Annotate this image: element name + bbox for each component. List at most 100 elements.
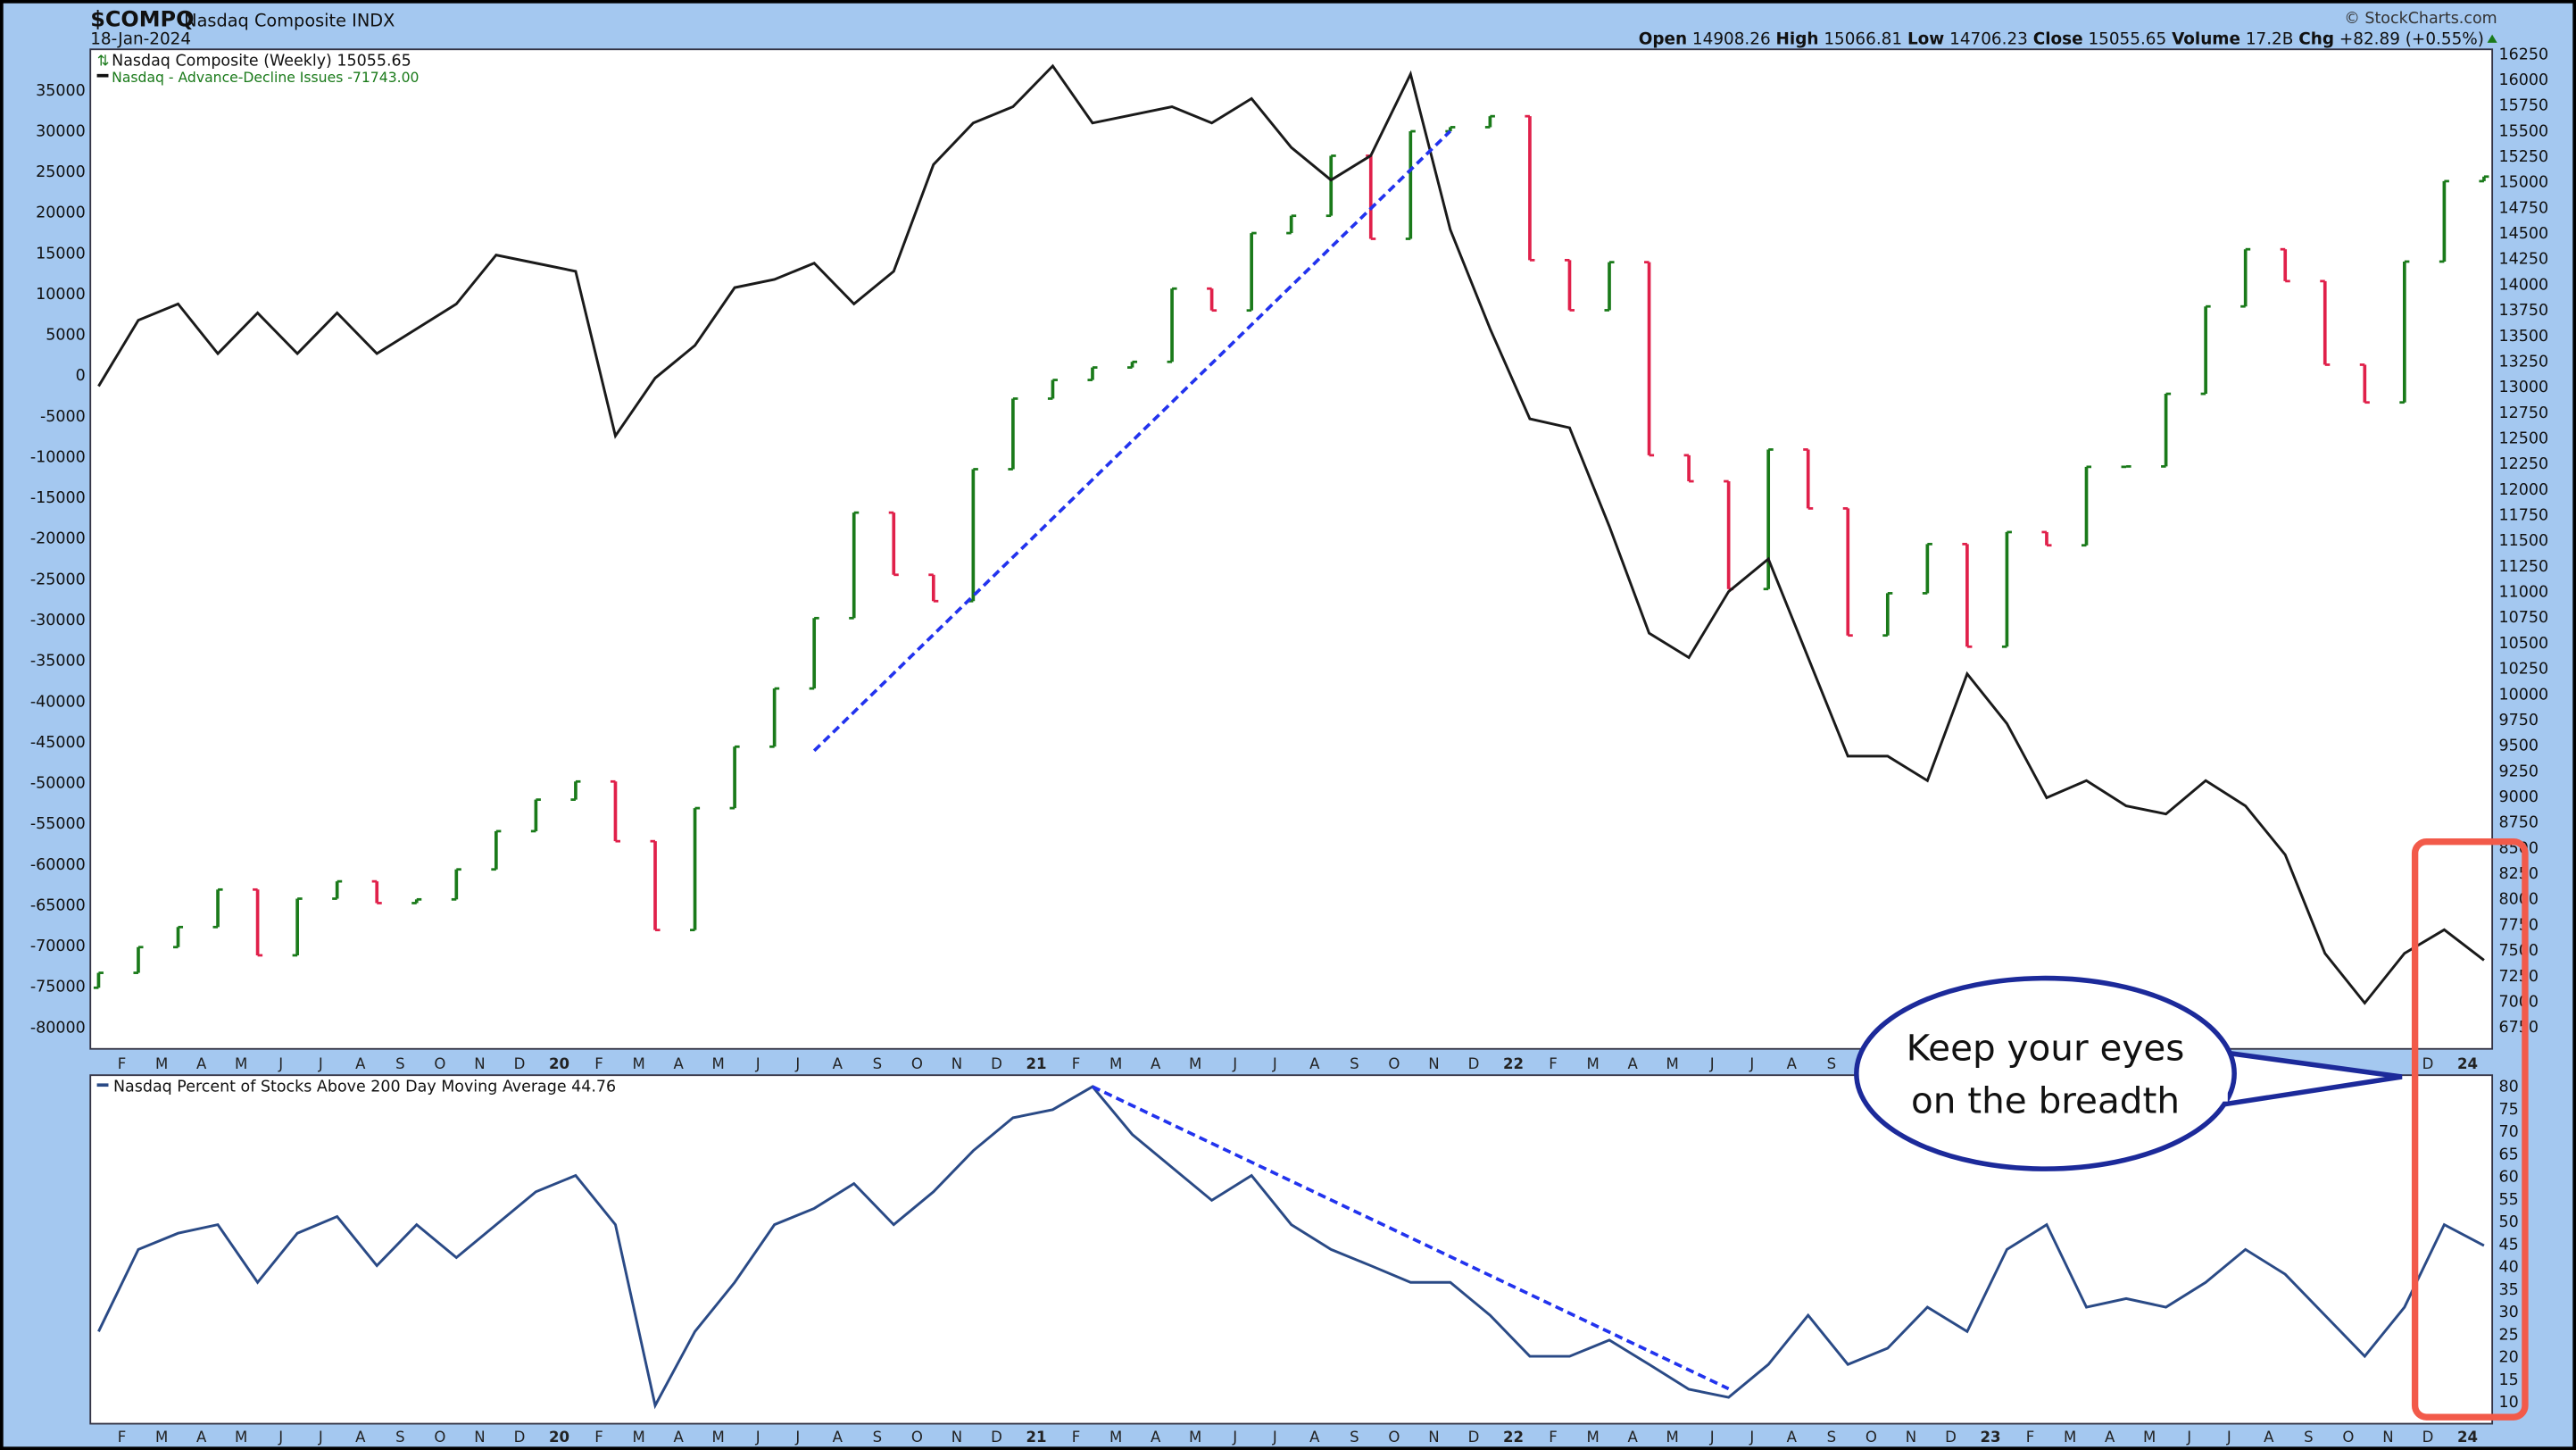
pct-axis-tick: 40 <box>2498 1259 2518 1277</box>
month-label: J <box>1272 1429 1277 1446</box>
month-label: F <box>594 1429 603 1446</box>
month-label: A <box>1627 1429 1638 1446</box>
price-axis-tick: 12250 <box>2498 455 2548 473</box>
price-axis-tick: 12000 <box>2498 481 2548 499</box>
month-label: M <box>1586 1055 1599 1072</box>
month-label: A <box>673 1429 684 1446</box>
volume-value: 17.2B <box>2246 30 2294 49</box>
pct-axis-tick: 70 <box>2498 1123 2518 1141</box>
close-label: Close <box>2033 30 2083 49</box>
month-label: J <box>2226 1429 2231 1446</box>
ad-axis-tick: 15000 <box>36 245 86 262</box>
month-label: N <box>1428 1055 1439 1072</box>
month-label: N <box>2382 1429 2393 1446</box>
open-value: 14908.26 <box>1692 30 1771 49</box>
price-axis-tick: 15500 <box>2498 122 2548 140</box>
month-label: M <box>155 1429 168 1446</box>
price-axis-tick: 11750 <box>2498 507 2548 525</box>
callout-joint <box>2201 1055 2228 1102</box>
month-label: A <box>355 1055 366 1072</box>
price-axis-tick: 10500 <box>2498 635 2548 653</box>
ad-axis-tick: -75000 <box>30 979 86 996</box>
month-label: M <box>1189 1055 1201 1072</box>
price-axis-tick: 15750 <box>2498 97 2548 115</box>
month-label: M <box>235 1429 247 1446</box>
month-label: J <box>794 1429 800 1446</box>
month-label: S <box>395 1055 405 1072</box>
pct-axis-tick: 35 <box>2498 1281 2518 1299</box>
pct-axis-tick: 45 <box>2498 1236 2518 1254</box>
ad-axis-tick: -15000 <box>30 489 86 507</box>
ad-axis-tick: -55000 <box>30 815 86 833</box>
price-trendline <box>812 129 1452 753</box>
month-label: F <box>118 1055 127 1072</box>
price-legend: Nasdaq Composite (Weekly) 15055.65 <box>112 53 411 71</box>
month-label: M <box>712 1055 725 1072</box>
month-label: J <box>1272 1055 1277 1072</box>
month-label: 20 <box>549 1429 569 1446</box>
month-label: A <box>1627 1055 1638 1072</box>
month-label: N <box>951 1429 962 1446</box>
month-label: A <box>2105 1429 2115 1446</box>
price-axis-tick: 10000 <box>2498 686 2548 704</box>
pct-axis-tick: 65 <box>2498 1146 2518 1163</box>
month-label: S <box>873 1055 883 1072</box>
price-axis-tick: 9500 <box>2498 738 2538 755</box>
ad-axis-tick: -10000 <box>30 448 86 466</box>
month-label: D <box>991 1055 1002 1072</box>
ad-axis-tick: -35000 <box>30 653 86 671</box>
up-arrow-icon <box>2487 34 2497 43</box>
month-label: 22 <box>1503 1055 1524 1072</box>
ad-axis-tick: 5000 <box>46 327 85 345</box>
ad-axis-tick: -5000 <box>40 408 86 426</box>
month-label: F <box>1549 1429 1558 1446</box>
month-label: 21 <box>1026 1429 1047 1446</box>
month-label: J <box>794 1055 800 1072</box>
high-value: 15066.81 <box>1824 30 1902 49</box>
month-label: 20 <box>549 1055 569 1072</box>
month-label: O <box>911 1429 923 1446</box>
price-axis-tick: 6750 <box>2498 1019 2538 1037</box>
month-label: F <box>2026 1429 2035 1446</box>
month-label: 22 <box>1503 1429 1524 1446</box>
callout: Keep your eyes on the breadth <box>1854 975 2403 1171</box>
month-label: J <box>1232 1055 1237 1072</box>
ad-axis-tick: -20000 <box>30 530 86 548</box>
price-bars <box>93 114 2489 989</box>
price-axis-tick: 7000 <box>2498 993 2538 1011</box>
month-label: M <box>1666 1429 1679 1446</box>
month-label: O <box>911 1055 923 1072</box>
month-label: J <box>1749 1429 1754 1446</box>
month-label: D <box>1945 1429 1957 1446</box>
ohlc-summary: Open 14908.26 High 15066.81 Low 14706.23… <box>1639 30 2484 49</box>
month-label: M <box>1109 1055 1122 1072</box>
month-label: D <box>2422 1055 2434 1072</box>
month-label: M <box>2064 1429 2076 1446</box>
price-axis-tick: 14250 <box>2498 251 2548 269</box>
month-label: D <box>514 1429 526 1446</box>
callout-bubble <box>1854 975 2237 1171</box>
month-label: J <box>1232 1429 1237 1446</box>
pct-axis-tick: 50 <box>2498 1213 2518 1231</box>
callout-line-2: on the breadth <box>1911 1079 2180 1122</box>
price-axis-tick: 16250 <box>2498 46 2548 63</box>
ad-axis-tick: -80000 <box>30 1019 86 1037</box>
month-label: O <box>1388 1429 1400 1446</box>
ad-axis-tick: 20000 <box>36 204 86 222</box>
month-label: A <box>2264 1429 2274 1446</box>
ad-axis-tick: -45000 <box>30 734 86 752</box>
chg-label: Chg <box>2298 30 2334 49</box>
price-axis-tick: 12500 <box>2498 429 2548 447</box>
price-panel <box>89 48 2494 1050</box>
month-label: A <box>1151 1429 1161 1446</box>
price-axis-tick: 9750 <box>2498 712 2538 729</box>
month-label: D <box>1468 1055 1480 1072</box>
price-axis-tick: 11250 <box>2498 558 2548 576</box>
volume-label: Volume <box>2172 30 2240 49</box>
pct-axis-tick: 55 <box>2498 1191 2518 1209</box>
month-label: N <box>474 1055 485 1072</box>
symbol-name: Nasdaq Composite INDX <box>184 10 395 30</box>
month-label: 24 <box>2457 1055 2478 1072</box>
month-label: M <box>1586 1429 1599 1446</box>
month-label: D <box>514 1055 526 1072</box>
